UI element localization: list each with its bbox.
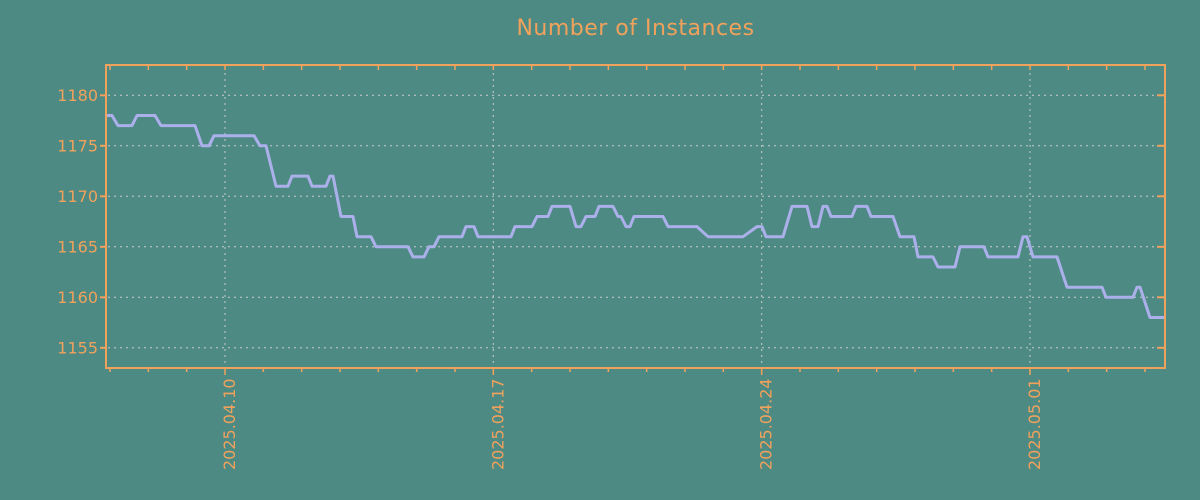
x-tick-label: 2025.04.10 bbox=[220, 378, 239, 470]
plot-frame bbox=[105, 64, 1166, 369]
y-tick-label: 1155 bbox=[57, 338, 98, 357]
x-tick-label: 2025.04.24 bbox=[757, 378, 776, 470]
chart-title: Number of Instances bbox=[516, 16, 755, 41]
y-tick-label: 1160 bbox=[57, 288, 98, 307]
y-tick-label: 1180 bbox=[57, 86, 98, 105]
y-tick-label: 1170 bbox=[57, 187, 98, 206]
x-tick-label: 2025.05.01 bbox=[1025, 378, 1044, 470]
y-tick-label: 1175 bbox=[57, 136, 98, 155]
y-tick-label: 1165 bbox=[57, 237, 98, 256]
series-line-instances bbox=[106, 114, 1165, 319]
x-tick-label: 2025.04.17 bbox=[488, 378, 507, 470]
